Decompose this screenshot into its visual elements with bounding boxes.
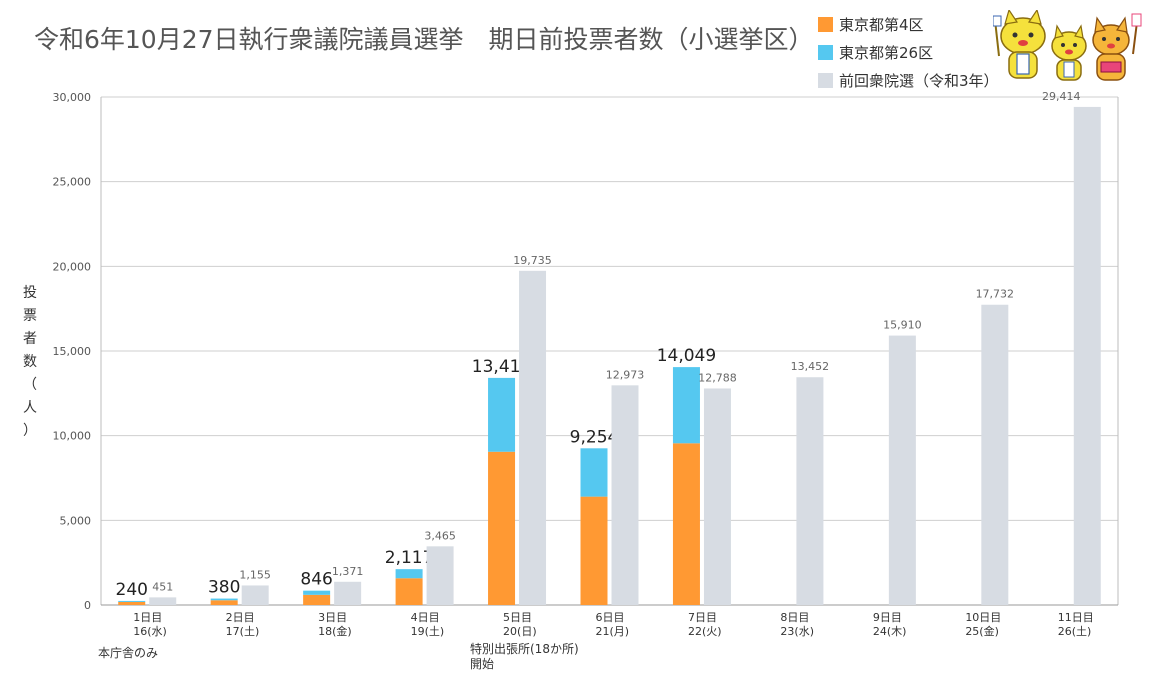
previous-value-label: 1,371: [332, 565, 364, 578]
x-tick-label-day: 3日目: [318, 611, 347, 624]
current-total-label: 9,254: [570, 427, 619, 447]
previous-value-label: 19,735: [513, 254, 552, 267]
y-tick-label: 15,000: [53, 345, 92, 358]
y-axis-label-char: 数: [23, 354, 37, 370]
previous-value-label: 17,732: [976, 288, 1015, 301]
x-tick-label-day: 9日目: [873, 611, 902, 624]
bar-district-26: [488, 377, 516, 452]
y-axis-label-char: ）: [23, 423, 37, 439]
bar-previous-election: [1073, 106, 1101, 605]
y-tick-label: 30,000: [53, 91, 92, 104]
x-tick-label-day: 10日目: [965, 611, 1001, 624]
previous-value-label: 3,465: [424, 529, 456, 542]
bar-district-26: [118, 600, 146, 602]
legend-swatch-district-26: [818, 44, 833, 60]
current-total-label: 2,117: [385, 548, 434, 568]
legend-swatch-previous-election: [818, 72, 833, 88]
bar-district-26: [303, 590, 331, 595]
x-tick-label-day: 4日目: [411, 611, 440, 624]
bar-district-4: [395, 578, 423, 605]
legend: 東京都第4区 東京都第26区 前回衆院選（令和3年）: [818, 10, 999, 94]
bar-previous-election: [241, 585, 269, 605]
y-axis-label-char: （: [23, 377, 37, 393]
y-tick-label: 10,000: [53, 430, 92, 443]
bar-previous-election: [149, 597, 177, 605]
y-tick-label: 5,000: [60, 514, 92, 527]
x-tick-label-date: 22(火): [688, 625, 722, 638]
mascot-illustration-icon: [993, 10, 1142, 81]
x-tick-label-day: 1日目: [133, 611, 162, 624]
x-tick-label-day: 8日目: [780, 611, 809, 624]
legend-label-district-26: 東京都第26区: [839, 43, 934, 62]
legend-item-district-4: 東京都第4区: [818, 10, 999, 38]
y-tick-label: 20,000: [53, 260, 92, 273]
x-tick-label-day: 6日目: [596, 611, 625, 624]
x-tick-label-date: 20(日): [503, 625, 537, 638]
x-tick-label-date: 24(木): [873, 625, 907, 638]
y-tick-label: 25,000: [53, 176, 92, 189]
legend-label-previous-election: 前回衆院選（令和3年）: [839, 71, 999, 90]
bar-district-26: [580, 448, 608, 497]
note-day5-line2: 開始: [470, 657, 495, 671]
y-axis-label-char: 票: [23, 308, 37, 324]
previous-value-label: 15,910: [883, 319, 922, 332]
y-axis-label-char: 者: [23, 331, 37, 347]
current-total-label: 240: [116, 580, 148, 600]
chart-title: 令和6年10月27日執行衆議院議員選挙 期日前投票者数（小選挙区）: [34, 25, 814, 54]
current-total-label: 380: [208, 578, 240, 598]
bar-district-4: [672, 443, 700, 605]
bar-district-4: [210, 600, 238, 605]
x-tick-label-date: 25(金): [965, 624, 999, 638]
current-total-label: 14,049: [657, 346, 716, 366]
bar-previous-election: [334, 581, 362, 605]
previous-value-label: 12,973: [606, 368, 645, 381]
bar-previous-election: [888, 335, 916, 605]
y-tick-label: 0: [84, 599, 91, 612]
x-tick-label-day: 7日目: [688, 611, 717, 624]
previous-value-label: 12,788: [698, 371, 737, 384]
x-tick-label-day: 11日目: [1058, 611, 1094, 624]
previous-value-label: 13,452: [791, 360, 830, 373]
previous-value-label: 29,414: [1042, 90, 1081, 103]
bar-previous-election: [703, 388, 731, 605]
x-tick-label-date: 26(土): [1058, 625, 1092, 638]
bar-district-4: [118, 601, 146, 605]
x-tick-label-date: 19(土): [411, 625, 445, 638]
bar-previous-election: [611, 385, 639, 605]
x-tick-label-date: 17(土): [226, 625, 260, 638]
bar-district-4: [580, 496, 608, 605]
x-tick-label-date: 18(金): [318, 624, 352, 638]
previous-value-label: 1,155: [239, 568, 271, 581]
bar-previous-election: [426, 546, 454, 605]
legend-label-district-4: 東京都第4区: [839, 15, 924, 34]
previous-value-label: 451: [152, 580, 173, 593]
bar-previous-election: [981, 304, 1009, 605]
legend-item-district-26: 東京都第26区: [818, 38, 999, 66]
bar-previous-election: [796, 377, 824, 605]
bar-district-4: [488, 451, 516, 605]
bar-district-26: [672, 367, 700, 444]
y-axis-label-char: 投: [23, 285, 37, 301]
legend-item-previous-election: 前回衆院選（令和3年）: [818, 66, 999, 94]
y-axis-label: 投 票 者 数 （ 人 ）: [20, 282, 40, 443]
x-tick-label-day: 5日目: [503, 611, 532, 624]
x-tick-label-date: 23(水): [780, 625, 814, 638]
bar-district-4: [303, 594, 331, 605]
bar-district-26: [210, 598, 238, 601]
bar-district-26: [395, 569, 423, 579]
legend-swatch-district-4: [818, 16, 833, 32]
x-tick-label-date: 16(水): [133, 625, 167, 638]
note-day1: 本庁舎のみ: [98, 646, 159, 660]
current-total-label: 846: [300, 570, 332, 590]
current-total-label: 13,412: [472, 357, 531, 377]
x-tick-label-date: 21(月): [596, 625, 630, 638]
bar-previous-election: [519, 270, 547, 605]
x-tick-label-day: 2日目: [226, 611, 255, 624]
y-axis-label-char: 人: [23, 400, 37, 416]
note-day5-line1: 特別出張所(18か所): [470, 642, 579, 656]
